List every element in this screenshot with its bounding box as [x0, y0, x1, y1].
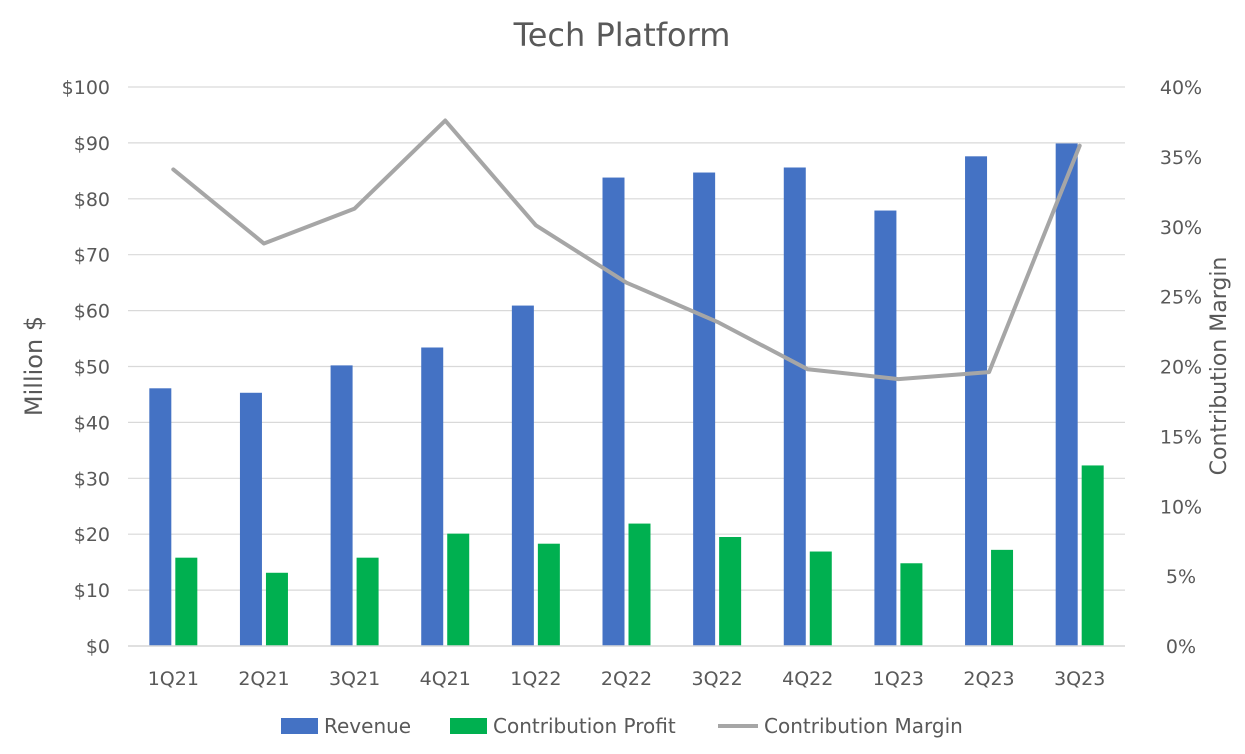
x-tick-label: 1Q23 — [873, 668, 924, 690]
y-right-tick-label: 10% — [1160, 496, 1202, 518]
contribution-profit-bar — [265, 572, 288, 646]
revenue-bar — [239, 392, 262, 646]
x-tick-label: 3Q21 — [329, 668, 380, 690]
y-right-tick-label: 30% — [1160, 217, 1202, 239]
revenue-bar — [149, 388, 172, 646]
revenue-bar — [874, 210, 897, 646]
y-right-tick-label: 20% — [1160, 357, 1202, 379]
legend-label: Revenue — [324, 714, 411, 738]
revenue-bar — [602, 177, 625, 647]
y-tick-label: $50 — [74, 357, 110, 379]
revenue-bar — [421, 347, 444, 646]
contribution-profit-bar — [809, 551, 832, 646]
revenue-bar — [1055, 143, 1078, 647]
y-right-tick-label: 25% — [1160, 287, 1202, 309]
revenue-bar — [965, 156, 988, 647]
y-right-tick-label: 15% — [1160, 426, 1202, 448]
gridlines — [128, 86, 1125, 647]
contribution-margin-line — [171, 118, 1082, 382]
y-tick-label: $70 — [74, 245, 110, 267]
contribution-profit-bar — [537, 543, 560, 646]
legend: Revenue Contribution Profit Contribution M… — [281, 714, 963, 738]
legend-swatch — [281, 718, 318, 734]
contribution-profit-bar — [1081, 465, 1104, 646]
y-axis-left: $0 $10 $20 $30 $40 $50 $60 $70 $80 $90 $100 — [62, 77, 110, 658]
margin-line — [171, 118, 1082, 382]
contribution-profit-bar — [447, 533, 470, 646]
y-right-tick-label: 0% — [1166, 636, 1196, 658]
contribution-profit-bar — [356, 557, 379, 646]
y-tick-label: $10 — [74, 580, 110, 602]
legend-swatch — [450, 718, 487, 734]
y-axis-title: Million $ — [20, 316, 48, 416]
x-tick-label: 2Q23 — [963, 668, 1014, 690]
y-tick-label: $100 — [62, 77, 110, 99]
y-tick-label: $60 — [74, 301, 110, 323]
y-right-tick-label: 5% — [1166, 566, 1196, 588]
y-axis-right: 0% 5% 10% 15% 20% 25% 30% 35% 40% — [1160, 77, 1202, 658]
bars — [149, 143, 1104, 647]
x-tick-label: 3Q22 — [692, 668, 743, 690]
x-axis: 1Q21 2Q21 3Q21 4Q21 1Q22 2Q22 3Q22 4Q22 1Q23 2Q23… — [128, 645, 1125, 690]
y-right-tick-label: 35% — [1160, 147, 1202, 169]
contribution-profit-bar — [628, 523, 651, 646]
revenue-bar — [511, 305, 534, 646]
y-tick-label: $80 — [74, 189, 110, 211]
x-tick-label: 1Q22 — [510, 668, 561, 690]
contribution-profit-bar — [719, 536, 742, 646]
contribution-profit-bar — [900, 563, 923, 646]
chart-title: Tech Platform — [513, 16, 731, 54]
revenue-bar — [783, 167, 806, 646]
legend-label: Contribution Profit — [493, 714, 676, 738]
y-tick-label: $20 — [74, 524, 110, 546]
y-axis-right-title: Contribution Margin — [1207, 257, 1232, 476]
legend-label: Contribution Margin — [764, 714, 963, 738]
x-tick-label: 1Q21 — [148, 668, 199, 690]
x-tick-label: 3Q23 — [1054, 668, 1105, 690]
revenue-bar — [330, 365, 353, 646]
y-tick-label: $90 — [74, 133, 110, 155]
x-tick-label: 4Q22 — [782, 668, 833, 690]
revenue-bar — [693, 172, 716, 647]
contribution-profit-bar — [175, 557, 198, 646]
y-tick-label: $0 — [86, 636, 110, 658]
x-tick-label: 2Q21 — [238, 668, 289, 690]
x-tick-label: 4Q21 — [420, 668, 471, 690]
x-tick-label: 2Q22 — [601, 668, 652, 690]
y-tick-label: $40 — [74, 412, 110, 434]
contribution-profit-bar — [991, 549, 1014, 646]
y-right-tick-label: 40% — [1160, 77, 1202, 99]
y-tick-label: $30 — [74, 468, 110, 490]
